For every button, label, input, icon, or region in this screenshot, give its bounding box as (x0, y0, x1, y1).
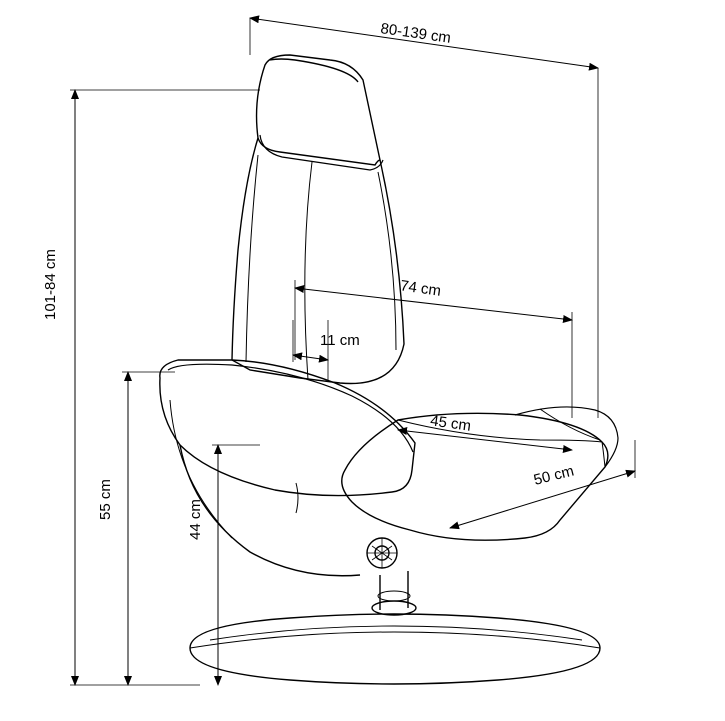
diagram-canvas: 80-139 cm 101-84 cm 55 cm 44 cm 74 cm 11… (0, 0, 725, 721)
chair-diagram: 80-139 cm 101-84 cm 55 cm 44 cm 74 cm 11… (0, 0, 725, 721)
label-depth-range: 80-139 cm (379, 20, 452, 47)
chair-drawing (160, 55, 618, 684)
label-seat-depth-inner: 45 cm (429, 412, 472, 435)
label-seat-depth-outer: 50 cm (532, 462, 576, 488)
dimension-lines (70, 18, 635, 685)
label-armrest-height: 55 cm (97, 479, 114, 520)
label-seat-height: 44 cm (187, 499, 204, 540)
dimension-labels: 80-139 cm 101-84 cm 55 cm 44 cm 74 cm 11… (42, 20, 576, 540)
label-backrest-height: 74 cm (399, 277, 442, 300)
label-armrest-thickness: 11 cm (320, 332, 360, 349)
label-height-range: 101-84 cm (42, 249, 59, 320)
